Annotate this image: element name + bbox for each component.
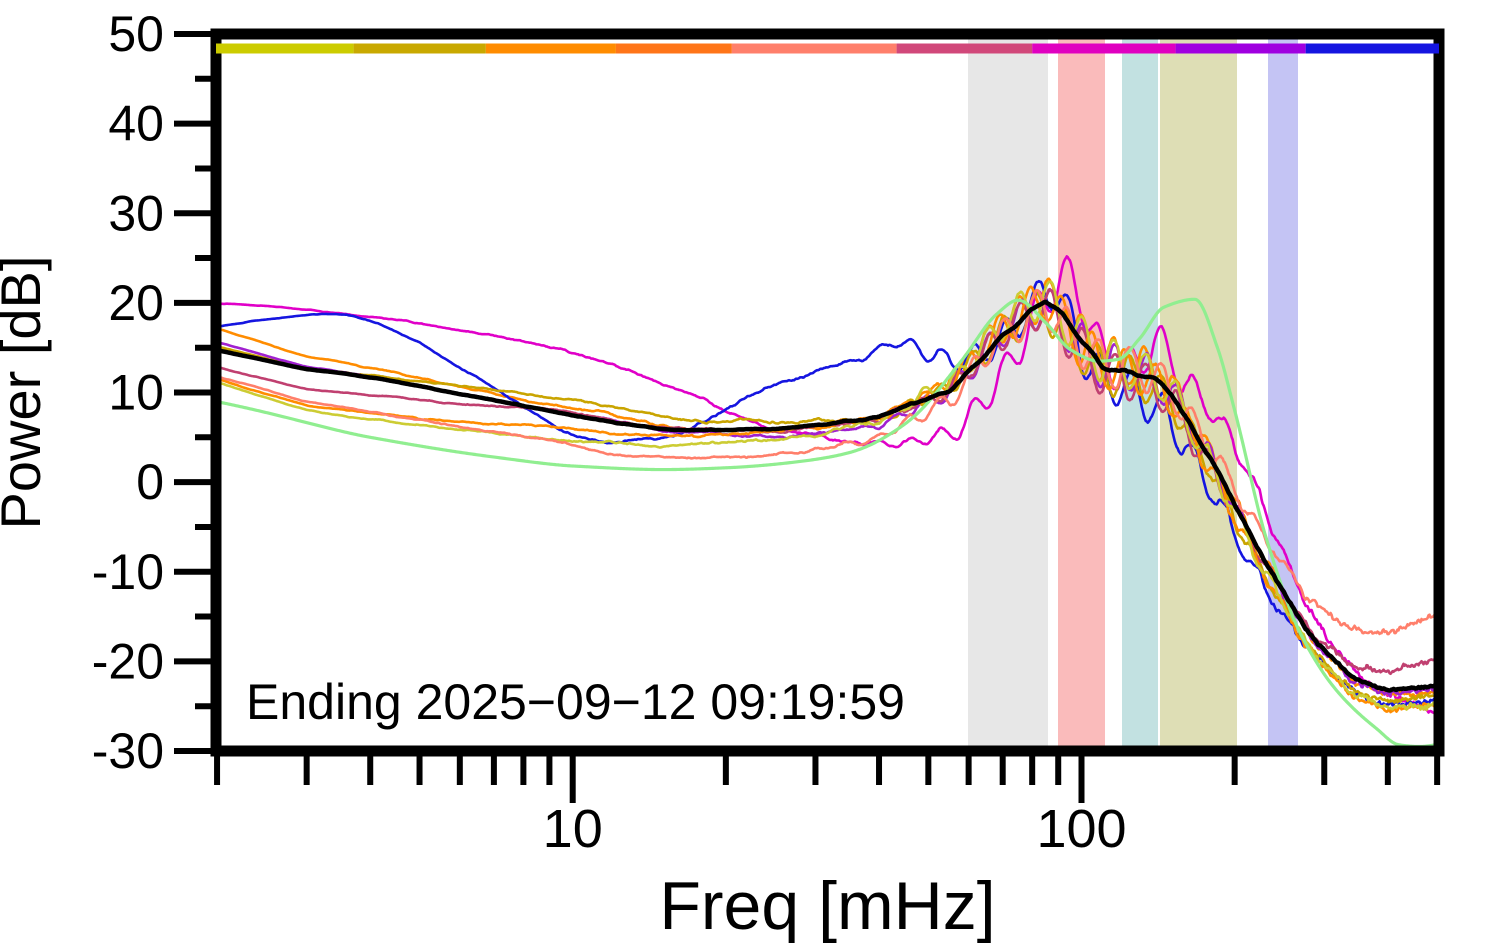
svg-text:10: 10	[543, 799, 603, 859]
svg-text:Ending 2025−09−12 09:19:59: Ending 2025−09−12 09:19:59	[246, 674, 905, 730]
svg-text:50: 50	[108, 6, 164, 62]
svg-text:40: 40	[108, 96, 164, 152]
svg-text:-20: -20	[92, 633, 164, 689]
svg-text:0: 0	[136, 454, 164, 510]
svg-text:30: 30	[108, 185, 164, 241]
svg-text:20: 20	[108, 275, 164, 331]
svg-text:-10: -10	[92, 544, 164, 600]
svg-text:-30: -30	[92, 723, 164, 779]
svg-text:10: 10	[108, 365, 164, 421]
svg-text:100: 100	[1036, 799, 1126, 859]
svg-text:Freq [mHz]: Freq [mHz]	[659, 868, 995, 944]
svg-text:Power [dB]: Power [dB]	[0, 256, 52, 530]
